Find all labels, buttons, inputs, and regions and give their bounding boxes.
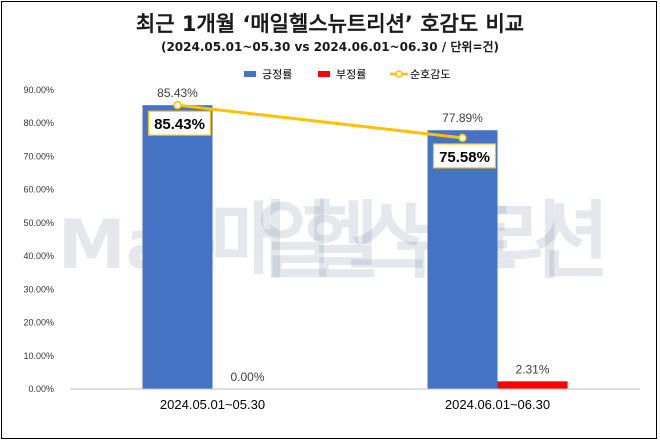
line-data-label: 75.58% xyxy=(439,149,490,166)
bar-data-label: 85.43% xyxy=(157,86,198,100)
y-tick-label: 60.00% xyxy=(23,185,54,195)
bar-data-label: 2.31% xyxy=(515,362,549,376)
chart-title: 최근 1개월 ‘매일헬스뉴트리션’ 호감도 비교 xyxy=(135,12,525,36)
bar-data-label: 77.89% xyxy=(442,111,483,125)
legend-label: 긍정률 xyxy=(262,68,292,81)
x-tick-label: 2024.06.01~06.30 xyxy=(445,397,550,412)
y-tick-label: 20.00% xyxy=(23,318,54,328)
y-tick-label: 50.00% xyxy=(23,218,54,228)
line-data-label-box xyxy=(432,143,497,169)
y-tick-label: 90.00% xyxy=(23,85,54,95)
y-tick-label: 70.00% xyxy=(23,151,54,161)
line-net-favorability xyxy=(177,103,463,140)
watermark-text: 매일헬스뉴트리션 xyxy=(210,192,610,290)
chart-subtitle: (2024.05.01~05.30 vs 2024.06.01~06.30 / … xyxy=(160,40,500,54)
watermark: Mae 매일헬스뉴트리션 xyxy=(58,192,610,290)
y-tick-label: 80.00% xyxy=(23,118,54,128)
legend-label: 부정률 xyxy=(336,68,366,81)
line-point xyxy=(173,100,182,110)
bar-negative xyxy=(497,381,568,389)
y-tick-label: 40.00% xyxy=(23,251,54,261)
line-data-label: 85.43% xyxy=(154,116,205,133)
bar-positive xyxy=(427,130,498,389)
legend-swatch xyxy=(318,71,330,77)
y-tick-label: 0.00% xyxy=(28,384,54,394)
y-tick-label: 30.00% xyxy=(23,284,54,294)
bar-positive xyxy=(142,105,213,389)
legend-label: 순호감도 xyxy=(410,68,450,81)
line-data-label-box xyxy=(147,110,212,136)
y-tick-label: 10.00% xyxy=(23,351,54,361)
x-tick-label: 2024.05.01~05.30 xyxy=(160,397,265,412)
legend-marker xyxy=(395,70,403,78)
bar-data-label: 0.00% xyxy=(230,370,264,384)
legend: 긍정률 부정률 순호감도 xyxy=(244,68,450,81)
legend-swatch xyxy=(244,71,256,77)
line-point xyxy=(458,133,467,143)
